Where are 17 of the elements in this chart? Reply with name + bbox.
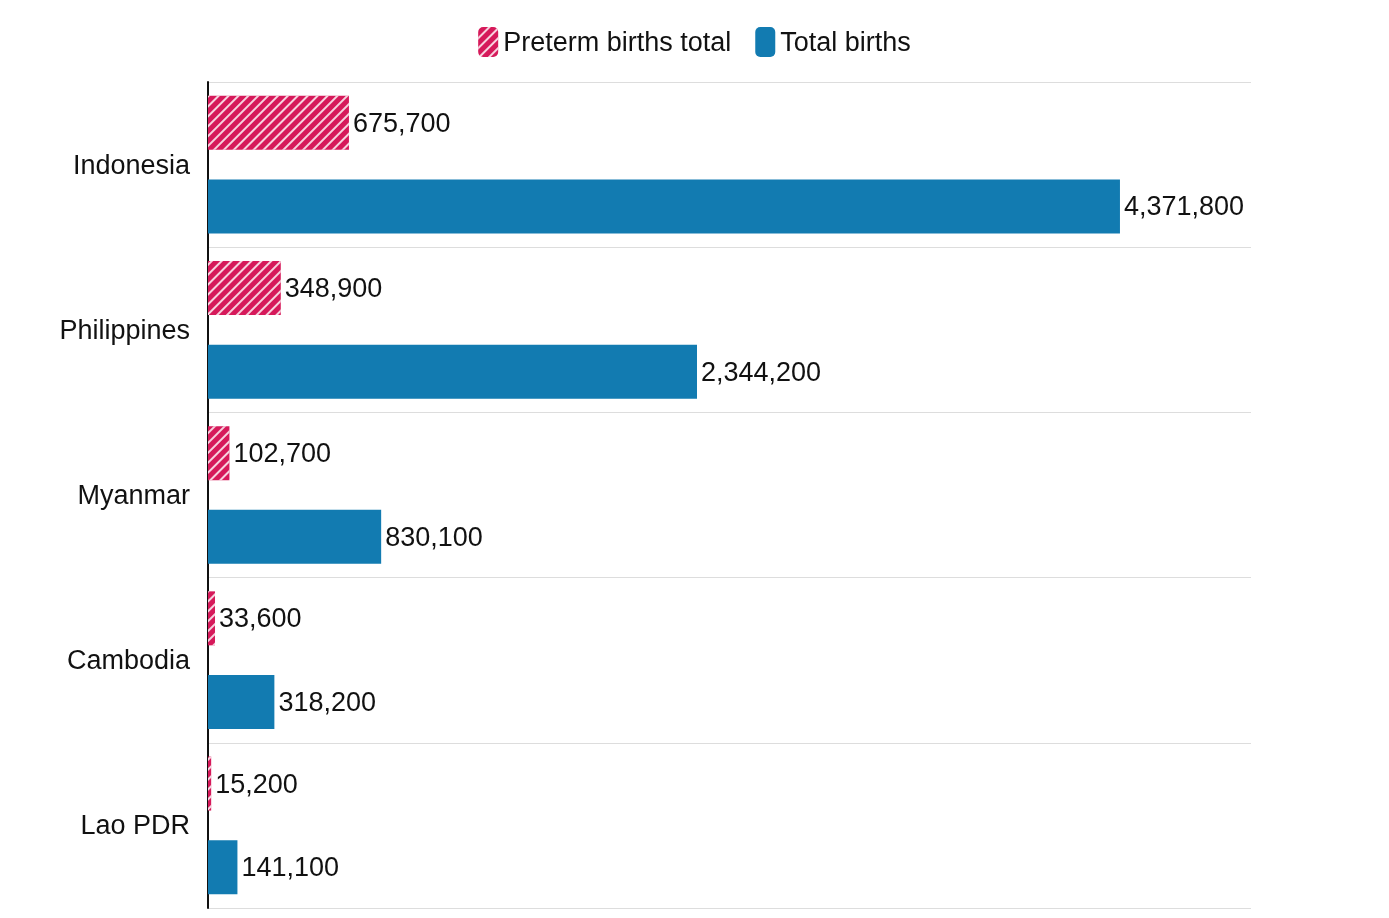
data-label: 102,700 (233, 438, 332, 469)
data-label: 33,600 (219, 603, 302, 634)
data-label: 2,344,200 (701, 356, 822, 387)
y-tick-label: Myanmar (77, 480, 190, 510)
data-label: 318,200 (278, 687, 376, 718)
y-tick-label: Indonesia (72, 149, 191, 180)
data-label: 15,200 (215, 768, 298, 799)
legend-label: Total births (780, 27, 911, 57)
data-label: 348,900 (284, 272, 383, 303)
y-tick-label: Lao PDR (80, 810, 190, 841)
data-label: 675,700 (352, 107, 451, 138)
legend-label: Preterm births total (503, 27, 732, 57)
data-label: 830,100 (385, 521, 483, 552)
data-label: 4,371,800 (1123, 191, 1245, 222)
y-tick-label: Philippines (59, 314, 190, 345)
y-tick-label: Cambodia (66, 645, 191, 676)
data-label: 141,100 (241, 852, 340, 883)
